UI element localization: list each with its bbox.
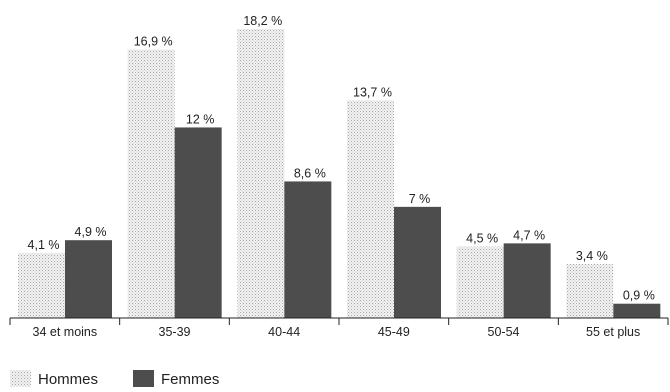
- category-label: 50-54: [488, 325, 520, 339]
- legend-swatch-femmes: [133, 370, 154, 387]
- bar-hommes: [456, 246, 504, 318]
- legend: Hommes Femmes: [10, 370, 219, 388]
- bar-hommes: [347, 100, 394, 318]
- bar-value-label: 18,2 %: [243, 14, 282, 28]
- legend-label-femmes: Femmes: [161, 371, 219, 388]
- category-labels-group: 34 et moins 35-39 40-44 45-49 50-54 55 et plu…: [33, 325, 641, 339]
- bar-value-label: 4,5 %: [466, 232, 498, 246]
- bar-value-label: 16,9 %: [134, 35, 173, 49]
- bar-hommes: [566, 264, 614, 318]
- category-label: 35-39: [159, 325, 191, 339]
- bar-value-label: 4,1 %: [28, 238, 60, 252]
- legend-label-hommes: Hommes: [38, 371, 98, 388]
- category-label: 40-44: [268, 325, 300, 339]
- bar-value-label: 0,9 %: [623, 289, 655, 303]
- bar-hommes: [127, 49, 175, 319]
- bar-value-label: 4,9 %: [75, 225, 107, 239]
- bar-value-label: 12 %: [186, 112, 215, 126]
- bar-value-label: 7 %: [409, 192, 431, 206]
- bar-value-label: 13,7 %: [353, 85, 392, 99]
- bar-femmes: [65, 240, 112, 318]
- bar-hommes: [18, 252, 65, 318]
- legend-swatch-hommes: [10, 370, 31, 387]
- bar-hommes: [237, 29, 285, 318]
- bar-value-label: 3,4 %: [576, 249, 608, 263]
- x-axis-ticks: [9, 318, 669, 325]
- bar-femmes: [174, 127, 222, 318]
- bar-value-label: 4,7 %: [513, 228, 545, 242]
- bar-femmes: [394, 206, 441, 318]
- category-label: 45-49: [378, 325, 410, 339]
- category-label: 55 et plus: [586, 325, 640, 339]
- bar-femmes: [284, 181, 332, 318]
- bar-femmes: [503, 243, 551, 318]
- bars-group: [18, 29, 661, 319]
- bar-value-label: 8,6 %: [294, 166, 326, 180]
- value-labels-group: 4,1 % 4,9 % 16,9 % 12 % 18,2 % 8,6 % 13,7 % 7 %…: [28, 14, 655, 303]
- bar-femmes: [613, 303, 661, 318]
- category-label: 34 et moins: [33, 325, 98, 339]
